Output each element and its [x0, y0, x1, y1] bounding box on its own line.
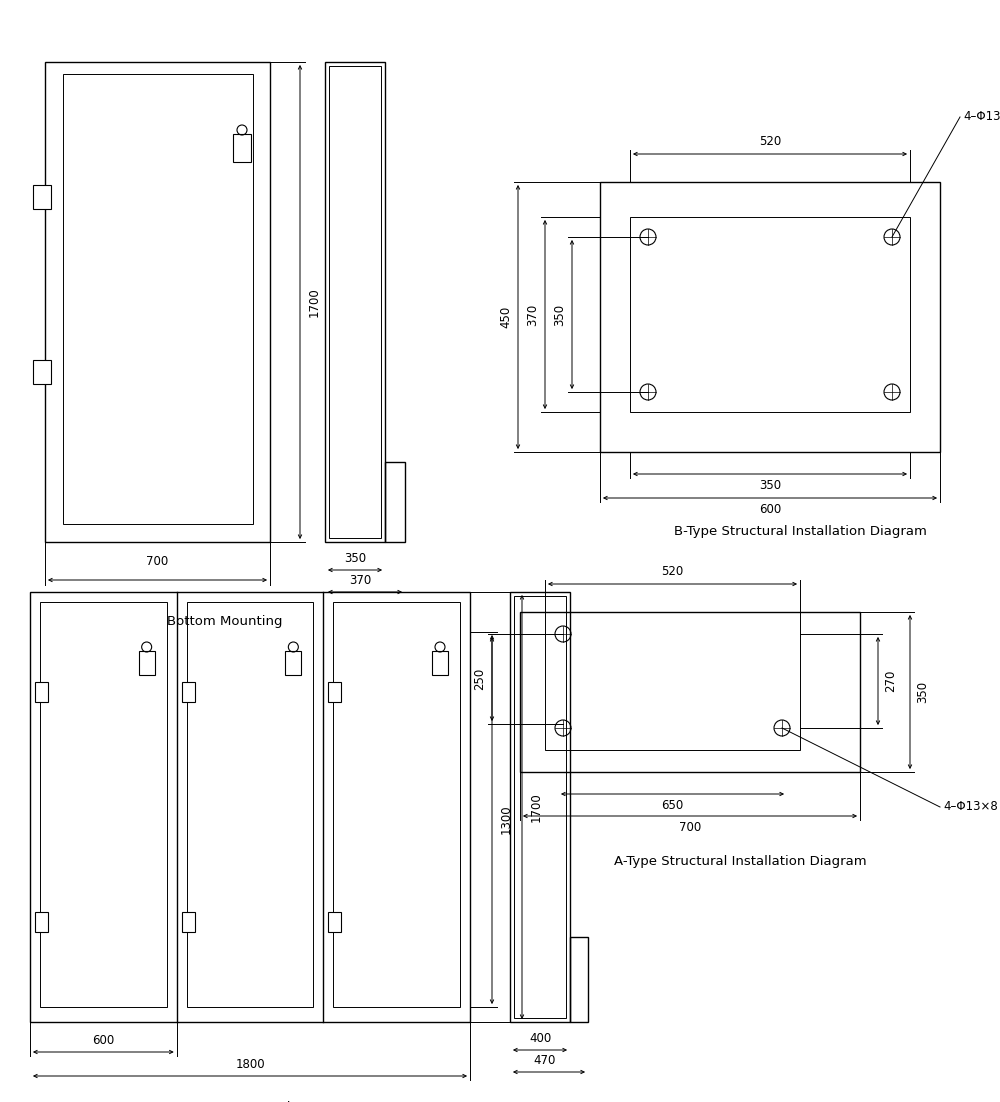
Bar	[33, 360, 51, 383]
Bar	[600, 182, 940, 452]
Bar	[182, 682, 195, 702]
Text: 520: 520	[661, 565, 684, 579]
Bar	[545, 612, 800, 750]
Text: Bottom Mounting: Bottom Mounting	[167, 616, 283, 628]
Text: 700: 700	[146, 555, 169, 568]
Text: 650: 650	[661, 799, 684, 812]
Bar	[570, 937, 588, 1022]
Bar	[325, 62, 385, 542]
Text: 1300: 1300	[500, 804, 513, 834]
Text: 270: 270	[884, 670, 897, 692]
Text: 700: 700	[679, 821, 701, 834]
Bar	[514, 596, 566, 1018]
Bar	[385, 462, 405, 542]
Text: 1700: 1700	[308, 288, 321, 317]
Text: 4–Φ13×8: 4–Φ13×8	[963, 110, 1000, 123]
Bar	[35, 912, 48, 932]
Bar	[182, 912, 195, 932]
Bar	[328, 682, 341, 702]
Text: 350: 350	[553, 303, 566, 325]
Bar	[30, 592, 470, 1022]
Bar	[520, 612, 860, 773]
Text: 450: 450	[499, 306, 512, 328]
Text: 400: 400	[529, 1031, 551, 1045]
Bar	[40, 602, 167, 1007]
Text: 1800: 1800	[235, 1058, 265, 1071]
Text: 370: 370	[526, 303, 539, 325]
Text: 350: 350	[759, 479, 781, 491]
Bar	[432, 651, 448, 676]
Bar	[139, 651, 155, 676]
Bar	[329, 66, 381, 538]
Text: 1700: 1700	[530, 792, 543, 822]
Bar	[328, 912, 341, 932]
Bar	[630, 217, 910, 412]
Bar	[285, 651, 301, 676]
Text: 350: 350	[916, 681, 929, 703]
Text: Bottom Mounting: Bottom Mounting	[192, 1101, 308, 1102]
Bar	[233, 134, 251, 162]
Text: 600: 600	[92, 1034, 114, 1047]
Text: A-Type Structural Installation Diagram: A-Type Structural Installation Diagram	[614, 855, 866, 868]
Text: 250: 250	[473, 668, 486, 690]
Bar	[333, 602, 460, 1007]
Bar	[510, 592, 570, 1022]
Bar	[45, 62, 270, 542]
Bar	[33, 185, 51, 209]
Bar	[63, 74, 253, 523]
Text: 350: 350	[344, 552, 366, 565]
Bar	[187, 602, 313, 1007]
Text: 470: 470	[533, 1054, 556, 1067]
Bar	[35, 682, 48, 702]
Text: 520: 520	[759, 136, 781, 148]
Text: 600: 600	[759, 503, 781, 516]
Text: 370: 370	[349, 574, 371, 587]
Text: B-Type Structural Installation Diagram: B-Type Structural Installation Diagram	[674, 526, 926, 539]
Text: 4–Φ13×8: 4–Φ13×8	[943, 800, 998, 813]
